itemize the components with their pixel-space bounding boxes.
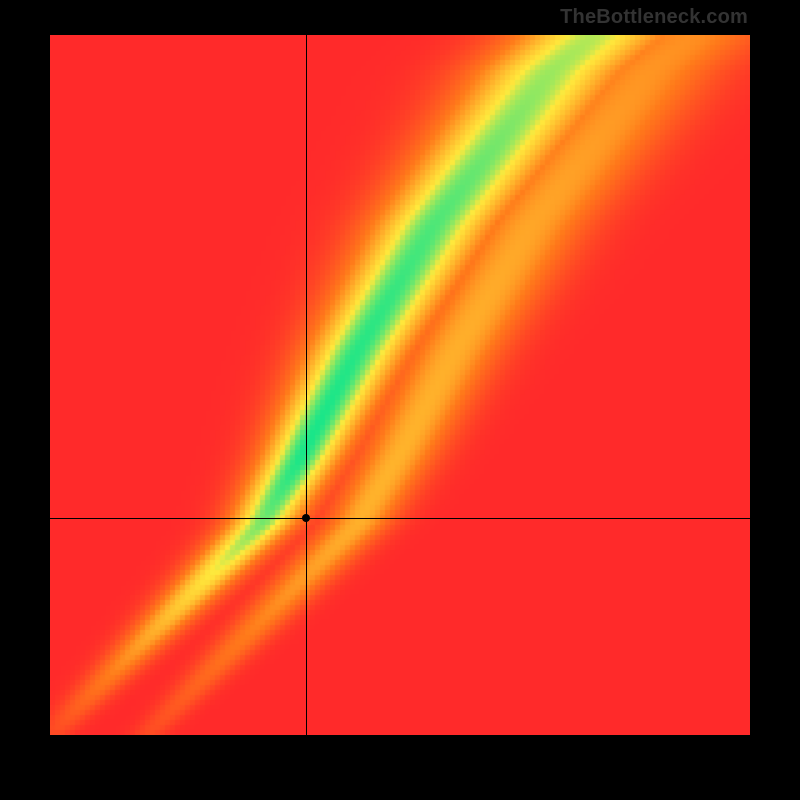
site-watermark-label: TheBottleneck.com [560,6,748,29]
current-config-marker-dot [302,514,310,522]
crosshair-vertical-line [306,35,307,735]
crosshair-horizontal-line [50,518,750,519]
heatmap-plot-area [50,35,750,735]
bottleneck-heatmap-canvas [50,35,750,735]
figure-container: TheBottleneck.com [0,0,800,800]
